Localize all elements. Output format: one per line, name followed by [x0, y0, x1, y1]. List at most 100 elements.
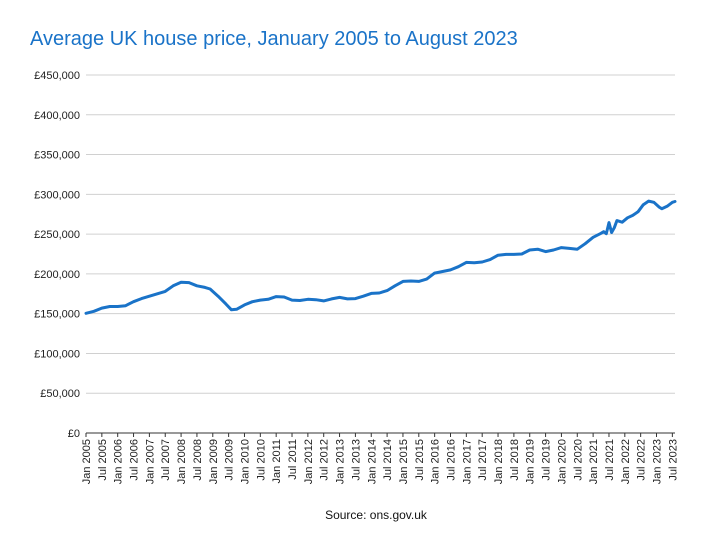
- data-point: [665, 205, 669, 208]
- x-tick-label: Jan 2018: [493, 439, 505, 484]
- data-point: [84, 312, 88, 315]
- data-point: [314, 298, 317, 301]
- x-tick-label: Jan 2008: [176, 439, 188, 484]
- chart-title: Average UK house price, January 2005 to …: [30, 28, 518, 50]
- x-tick-label: Jul 2022: [636, 439, 648, 481]
- data-point: [607, 221, 611, 224]
- data-point: [282, 295, 286, 299]
- data-point: [409, 279, 413, 283]
- x-tick-label: Jan 2022: [620, 439, 632, 484]
- data-point: [179, 281, 183, 284]
- data-point: [602, 230, 605, 233]
- data-point: [621, 221, 624, 224]
- data-point: [267, 298, 270, 301]
- data-point: [615, 219, 619, 222]
- x-tick-label: Jan 2020: [556, 439, 568, 484]
- y-tick-label: £400,000: [34, 110, 80, 122]
- data-point: [92, 310, 96, 313]
- data-point: [433, 271, 436, 275]
- data-point: [465, 261, 468, 264]
- data-point: [100, 306, 104, 310]
- data-point: [216, 295, 220, 298]
- x-tick-label: Jul 2009: [224, 439, 236, 481]
- data-point: [544, 250, 547, 253]
- x-tick-label: Jul 2020: [572, 439, 584, 481]
- x-tick-label: Jul 2013: [350, 439, 362, 481]
- series-layer: [84, 199, 677, 315]
- data-point: [449, 268, 452, 272]
- data-point: [187, 281, 191, 284]
- y-tick-label: £200,000: [34, 269, 80, 281]
- data-point: [370, 292, 373, 295]
- data-point: [275, 295, 278, 298]
- data-point: [599, 232, 603, 235]
- data-point: [322, 299, 325, 303]
- x-tick-label: Jan 2015: [398, 439, 410, 484]
- data-point: [172, 284, 175, 287]
- data-point: [660, 207, 663, 210]
- data-point: [208, 287, 212, 291]
- data-point: [560, 246, 563, 249]
- y-tick-label: £150,000: [34, 309, 80, 321]
- data-point: [425, 277, 428, 281]
- data-point: [488, 258, 492, 261]
- y-tick-label: £300,000: [34, 189, 80, 201]
- data-point: [259, 298, 262, 302]
- x-tick-label: Jul 2010: [255, 439, 267, 481]
- source-note: Source: ons.gov.uk: [325, 508, 427, 522]
- data-point: [290, 298, 294, 302]
- x-tick-label: Jan 2014: [366, 439, 378, 484]
- x-tick-label: Jul 2011: [287, 439, 299, 480]
- x-tick-label: Jul 2005: [97, 439, 109, 481]
- data-point: [481, 260, 484, 264]
- x-tick-label: Jan 2023: [652, 439, 664, 484]
- x-tick-label: Jan 2016: [430, 439, 442, 484]
- data-point: [457, 265, 460, 268]
- x-tick-label: Jan 2005: [81, 439, 93, 484]
- x-tick-label: Jul 2023: [667, 439, 679, 481]
- x-tick-label: Jul 2016: [445, 439, 457, 481]
- y-tick-label: £0: [68, 428, 80, 440]
- x-tick-label: Jan 2021: [588, 439, 600, 484]
- data-point: [116, 305, 119, 308]
- data-point: [203, 286, 207, 289]
- y-tick-label: £250,000: [34, 229, 80, 241]
- data-point: [473, 261, 476, 264]
- data-point: [330, 297, 333, 301]
- data-point: [576, 248, 579, 251]
- data-point: [251, 300, 254, 303]
- data-point: [393, 284, 397, 287]
- data-point: [504, 253, 508, 256]
- x-tick-label: Jan 2009: [208, 439, 220, 484]
- data-point: [401, 280, 405, 283]
- data-point: [520, 252, 523, 256]
- data-point: [584, 242, 587, 245]
- y-tick-label: £50,000: [40, 388, 80, 400]
- data-point: [591, 236, 595, 239]
- x-tick-label: Jul 2006: [129, 439, 141, 481]
- data-point: [140, 297, 143, 300]
- data-point: [346, 297, 349, 301]
- data-point: [243, 303, 246, 307]
- data-point: [631, 214, 634, 217]
- data-point: [385, 289, 389, 292]
- x-tick-label: Jul 2015: [414, 439, 426, 481]
- data-point: [354, 297, 357, 300]
- y-tick-label: £450,000: [34, 70, 80, 82]
- data-point: [652, 201, 656, 204]
- x-tick-label: Jul 2007: [160, 439, 172, 481]
- x-tick-label: Jan 2010: [239, 439, 251, 484]
- data-point: [671, 201, 674, 204]
- data-point: [642, 203, 645, 206]
- data-point: [164, 290, 167, 293]
- data-point: [636, 210, 640, 213]
- data-point: [124, 304, 127, 307]
- x-tick-label: Jul 2021: [604, 439, 616, 481]
- data-point: [148, 295, 151, 298]
- x-tick-label: Jul 2019: [541, 439, 553, 481]
- data-point: [647, 199, 650, 203]
- x-tick-label: Jan 2007: [144, 439, 156, 484]
- x-tick-label: Jul 2017: [477, 439, 489, 481]
- data-point: [235, 308, 238, 311]
